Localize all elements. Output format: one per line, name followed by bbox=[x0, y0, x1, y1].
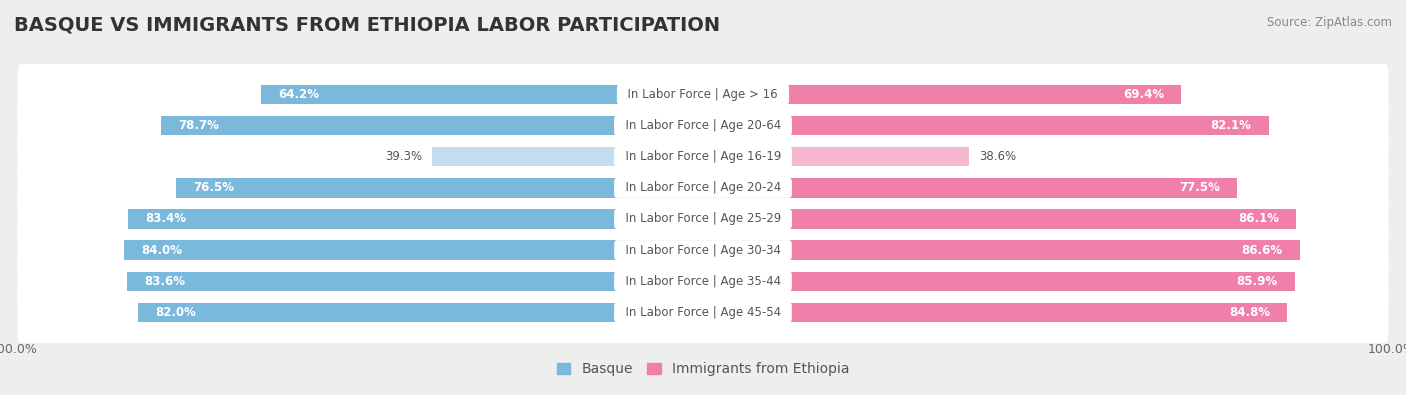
Bar bbox=[127, 272, 703, 291]
Bar bbox=[176, 178, 703, 198]
FancyBboxPatch shape bbox=[17, 157, 1389, 218]
Text: 82.1%: 82.1% bbox=[1211, 119, 1251, 132]
Text: 83.6%: 83.6% bbox=[145, 275, 186, 288]
Text: 64.2%: 64.2% bbox=[278, 88, 319, 101]
Bar bbox=[703, 147, 969, 166]
Text: In Labor Force | Age 30-34: In Labor Force | Age 30-34 bbox=[617, 244, 789, 257]
Text: 38.6%: 38.6% bbox=[979, 150, 1017, 163]
FancyBboxPatch shape bbox=[17, 126, 1389, 187]
Text: In Labor Force | Age > 16: In Labor Force | Age > 16 bbox=[620, 88, 786, 101]
Text: In Labor Force | Age 35-44: In Labor Force | Age 35-44 bbox=[617, 275, 789, 288]
FancyBboxPatch shape bbox=[17, 220, 1389, 280]
Text: 77.5%: 77.5% bbox=[1178, 181, 1219, 194]
Text: In Labor Force | Age 45-54: In Labor Force | Age 45-54 bbox=[617, 306, 789, 319]
Text: 84.8%: 84.8% bbox=[1229, 306, 1270, 319]
Legend: Basque, Immigrants from Ethiopia: Basque, Immigrants from Ethiopia bbox=[557, 363, 849, 376]
Bar bbox=[138, 303, 703, 322]
Bar bbox=[703, 209, 1296, 229]
Bar bbox=[160, 116, 703, 135]
FancyBboxPatch shape bbox=[17, 64, 1389, 125]
Bar bbox=[128, 209, 703, 229]
Bar bbox=[703, 178, 1237, 198]
Bar bbox=[703, 85, 1181, 104]
Text: Source: ZipAtlas.com: Source: ZipAtlas.com bbox=[1267, 16, 1392, 29]
FancyBboxPatch shape bbox=[17, 251, 1389, 312]
Bar bbox=[703, 116, 1268, 135]
Text: 39.3%: 39.3% bbox=[385, 150, 422, 163]
Text: In Labor Force | Age 20-64: In Labor Force | Age 20-64 bbox=[617, 119, 789, 132]
Text: 76.5%: 76.5% bbox=[193, 181, 235, 194]
Bar bbox=[260, 85, 703, 104]
Text: 84.0%: 84.0% bbox=[142, 244, 183, 257]
FancyBboxPatch shape bbox=[17, 188, 1389, 250]
Text: In Labor Force | Age 25-29: In Labor Force | Age 25-29 bbox=[617, 213, 789, 226]
Text: In Labor Force | Age 16-19: In Labor Force | Age 16-19 bbox=[617, 150, 789, 163]
Bar bbox=[124, 241, 703, 260]
Text: 78.7%: 78.7% bbox=[179, 119, 219, 132]
Bar bbox=[703, 272, 1295, 291]
Text: 85.9%: 85.9% bbox=[1236, 275, 1278, 288]
Bar bbox=[703, 303, 1288, 322]
FancyBboxPatch shape bbox=[17, 95, 1389, 156]
Text: BASQUE VS IMMIGRANTS FROM ETHIOPIA LABOR PARTICIPATION: BASQUE VS IMMIGRANTS FROM ETHIOPIA LABOR… bbox=[14, 16, 720, 35]
Text: In Labor Force | Age 20-24: In Labor Force | Age 20-24 bbox=[617, 181, 789, 194]
Text: 86.6%: 86.6% bbox=[1241, 244, 1282, 257]
Bar bbox=[432, 147, 703, 166]
FancyBboxPatch shape bbox=[17, 282, 1389, 343]
Bar bbox=[703, 241, 1299, 260]
Text: 86.1%: 86.1% bbox=[1237, 213, 1279, 226]
Text: 69.4%: 69.4% bbox=[1123, 88, 1164, 101]
Text: 82.0%: 82.0% bbox=[155, 306, 197, 319]
Text: 83.4%: 83.4% bbox=[146, 213, 187, 226]
